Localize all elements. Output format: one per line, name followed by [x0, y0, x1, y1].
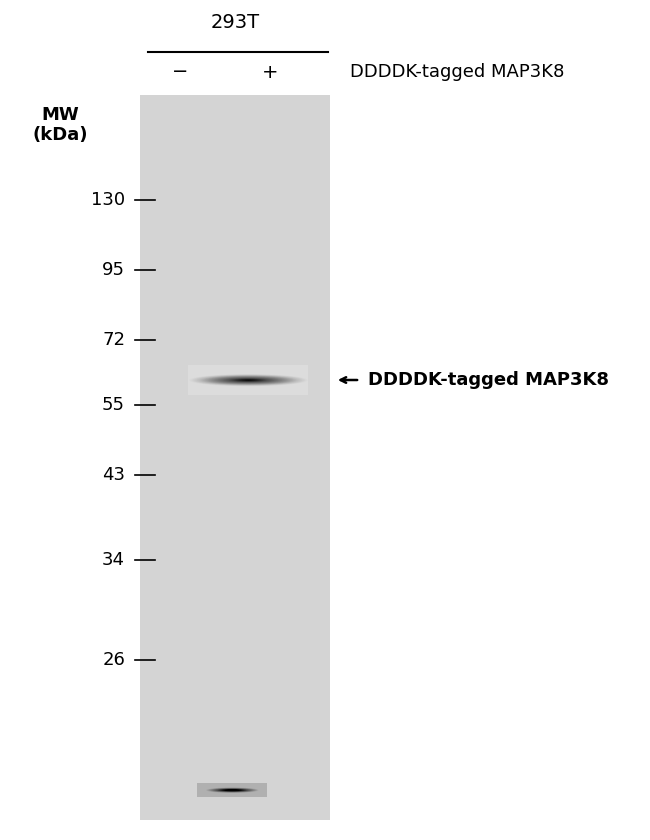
Text: −: −: [172, 62, 188, 81]
Text: 72: 72: [102, 331, 125, 349]
Text: DDDDK-tagged MAP3K8: DDDDK-tagged MAP3K8: [350, 63, 564, 81]
Text: 55: 55: [102, 396, 125, 414]
Text: 95: 95: [102, 261, 125, 279]
Text: (kDa): (kDa): [32, 126, 88, 144]
Bar: [140, 95, 330, 820]
Text: +: +: [262, 62, 278, 81]
Text: DDDDK-tagged MAP3K8: DDDDK-tagged MAP3K8: [368, 371, 609, 389]
Text: 26: 26: [102, 651, 125, 669]
Text: 34: 34: [102, 551, 125, 569]
Text: 130: 130: [91, 191, 125, 209]
Text: MW: MW: [41, 106, 79, 124]
Text: 43: 43: [102, 466, 125, 484]
Text: 293T: 293T: [211, 13, 259, 31]
